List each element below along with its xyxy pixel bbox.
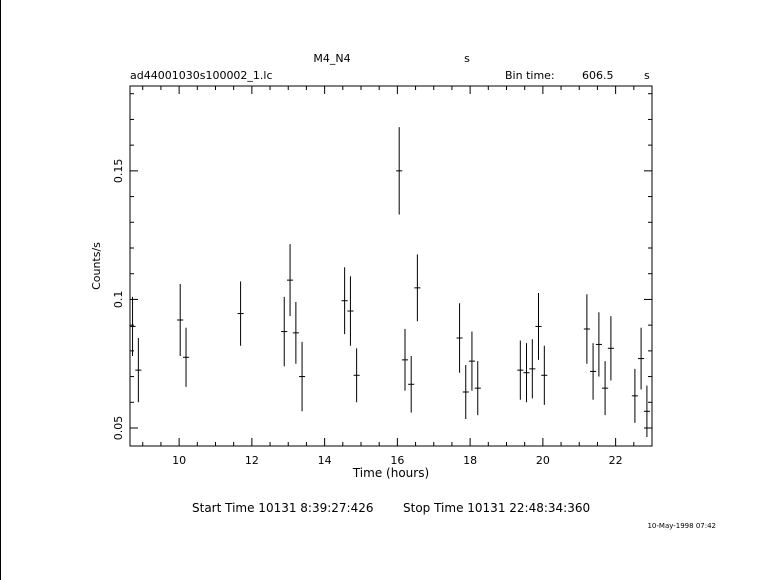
data-point: [523, 343, 530, 403]
file-name: ad44001030s100002_1.lc: [130, 69, 273, 82]
data-point: [408, 356, 415, 413]
data-point: [602, 361, 609, 416]
x-tick-label: 10: [172, 454, 186, 467]
data-point: [341, 267, 348, 335]
data-point: [529, 339, 536, 399]
data-point: [474, 361, 481, 416]
data-point: [456, 303, 463, 373]
data-point: [462, 365, 469, 419]
data-point: [396, 127, 403, 215]
data-point: [517, 340, 524, 400]
y-tick-label: 0.05: [112, 416, 125, 441]
start-time: Start Time 10131 8:39:27:426: [192, 501, 374, 515]
bin-time-value: 606.5: [582, 69, 614, 82]
stop-time: Stop Time 10131 22:48:34:360: [403, 501, 590, 515]
data-point: [535, 293, 542, 360]
object-name: M4_N4: [313, 52, 350, 65]
data-points: [129, 127, 650, 437]
date-stamp: 10-May-1998 07:42: [647, 522, 716, 530]
x-tick-label: 12: [245, 454, 259, 467]
data-point: [347, 276, 354, 346]
window-left-border: [0, 0, 1, 580]
data-point: [287, 244, 294, 317]
data-point: [595, 312, 602, 377]
data-point: [299, 341, 306, 412]
data-point: [541, 345, 548, 405]
data-point: [292, 302, 299, 364]
data-point: [353, 348, 360, 403]
data-point: [135, 338, 142, 403]
data-point: [638, 327, 645, 390]
bin-time-unit: s: [644, 69, 650, 82]
data-point: [237, 281, 244, 346]
data-point: [281, 296, 288, 367]
x-tick-label: 14: [318, 454, 332, 467]
data-point: [414, 254, 421, 322]
data-point: [583, 294, 590, 364]
y-tick-label: 0.15: [112, 159, 125, 184]
y-axis-label: Counts/s: [90, 242, 103, 290]
x-axis-label: Time (hours): [352, 466, 429, 480]
x-tick-label: 22: [609, 454, 623, 467]
object-unit: s: [464, 52, 470, 65]
data-point: [643, 385, 650, 437]
y-axis-ticks: 0.05 0.1 0.15: [112, 93, 652, 441]
data-point: [129, 296, 136, 356]
data-point: [607, 316, 614, 381]
data-point: [590, 343, 597, 400]
x-axis-ticks: 10 12 14 16 18 20 22: [142, 86, 653, 467]
data-point: [182, 327, 190, 387]
x-tick-label: 16: [390, 454, 404, 467]
plot-frame: [129, 85, 653, 447]
x-tick-label: 20: [536, 454, 550, 467]
y-tick-label: 0.1: [112, 291, 125, 309]
data-point: [401, 329, 409, 391]
x-tick-label: 18: [463, 454, 477, 467]
data-point: [631, 368, 638, 423]
data-point: [468, 331, 475, 391]
bin-time-label: Bin time:: [505, 69, 555, 82]
data-point: [177, 284, 184, 356]
